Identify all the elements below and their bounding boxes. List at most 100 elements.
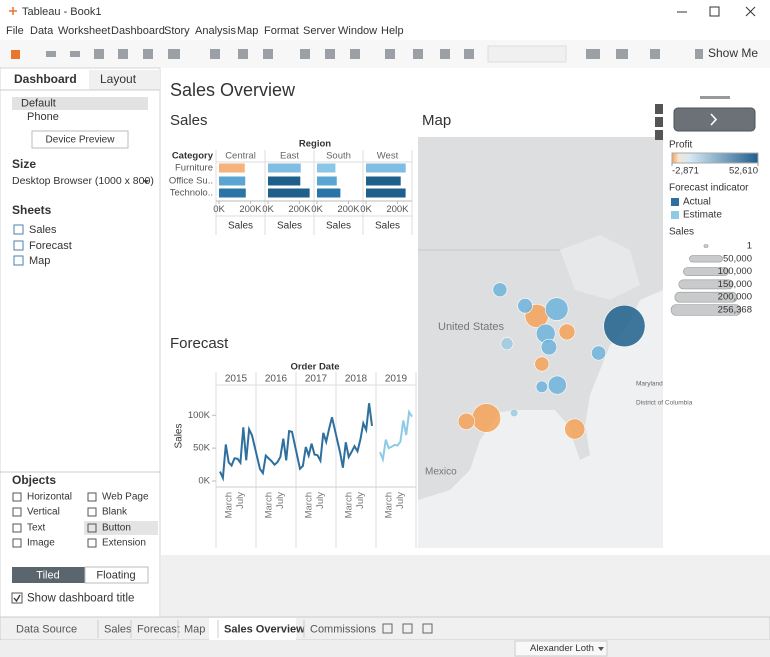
axis-title: Sales [174, 423, 185, 448]
sheet-tab[interactable]: Map [184, 623, 205, 635]
legend-label: 150,000 [718, 279, 752, 290]
menu-item[interactable]: Map [237, 25, 258, 37]
object-icon [87, 523, 97, 533]
menu-item[interactable]: Format [264, 25, 299, 37]
menu-item[interactable]: Story [164, 25, 190, 37]
tick-label: 200K [337, 204, 360, 215]
menu-item[interactable]: Data [30, 25, 54, 37]
map-point[interactable] [591, 345, 607, 361]
map-point[interactable] [603, 304, 646, 348]
device[interactable]: Phone [27, 111, 59, 123]
legend-label: 100,000 [718, 266, 752, 277]
dropdown-arrow [598, 647, 604, 651]
sheet-item[interactable]: Sales [29, 224, 57, 236]
menu-item[interactable]: Dashboard [111, 25, 165, 37]
map-point[interactable] [509, 408, 519, 418]
sheet-tab[interactable]: Commissions [310, 623, 377, 635]
month-label: July [275, 492, 286, 509]
device[interactable]: Default [21, 97, 56, 109]
toolbar-icons[interactable] [11, 49, 703, 59]
object-item[interactable]: Extension [102, 538, 146, 549]
bar [366, 188, 406, 198]
button-label[interactable]: Device Preview [46, 135, 116, 146]
menu-item[interactable]: File [6, 25, 24, 37]
year-header: 2016 [265, 374, 288, 385]
map-point[interactable] [547, 375, 567, 395]
new-tab-icon[interactable] [402, 623, 413, 634]
map-point[interactable] [544, 297, 569, 321]
map-point[interactable] [558, 323, 576, 341]
size-swatch [689, 255, 723, 263]
nav-button[interactable] [673, 107, 756, 132]
axis-title: Sales [277, 221, 302, 232]
sheet-icon [13, 240, 24, 251]
panel-tab[interactable]: Layout [100, 72, 137, 86]
sheet-item[interactable]: Forecast [29, 240, 72, 252]
menu-item[interactable]: Help [381, 25, 404, 37]
sheet-tab[interactable]: Forecast [137, 623, 180, 635]
object-item[interactable]: Button [102, 523, 131, 534]
object-item[interactable]: Image [27, 538, 55, 549]
checkbox[interactable] [11, 592, 23, 604]
sheet-tab[interactable]: Sales Overview [224, 623, 305, 635]
app-icon [9, 7, 17, 15]
map-point[interactable] [564, 418, 586, 440]
legend-label[interactable]: Actual [683, 197, 711, 208]
user-name[interactable]: Alexander Loth [530, 643, 594, 654]
sheet-item[interactable]: Map [29, 255, 50, 267]
map-controls[interactable] [655, 104, 663, 140]
object-item[interactable]: Vertical [27, 507, 60, 518]
map-point[interactable] [492, 282, 508, 298]
window-controls[interactable] [677, 6, 756, 17]
dropdown-arrow [143, 180, 149, 184]
menu-item[interactable]: Server [303, 25, 336, 37]
map-point[interactable] [535, 380, 549, 393]
section-title: Sheets [12, 203, 52, 217]
panel-tab[interactable]: Dashboard [14, 72, 77, 86]
show-me[interactable]: Show Me [708, 46, 758, 60]
menu-item[interactable]: Worksheet [58, 25, 110, 37]
map-point[interactable] [534, 356, 550, 372]
object-item[interactable]: Text [27, 523, 46, 534]
object-icon [12, 507, 22, 517]
floating-button[interactable] [84, 566, 149, 584]
status-bar [0, 640, 770, 657]
header: Region [299, 139, 331, 150]
tiled-button[interactable] [12, 567, 85, 583]
sheet-tab[interactable]: Data Source [16, 623, 77, 635]
map-point[interactable] [500, 337, 514, 351]
map-point[interactable] [540, 338, 558, 356]
window-title: Tableau - Book1 [22, 6, 102, 18]
sheet-icon [13, 224, 24, 235]
axis-title: Sales [326, 221, 351, 232]
user-box[interactable] [514, 640, 608, 657]
new-tab-icon[interactable] [382, 623, 393, 634]
object-item[interactable]: Horizontal [27, 492, 72, 503]
menu-item[interactable]: Analysis [195, 25, 236, 37]
sheet-title: Map [422, 112, 451, 129]
map-point[interactable] [471, 403, 502, 433]
map-points [457, 282, 646, 440]
size-value[interactable]: Desktop Browser (1000 x 800) [12, 175, 154, 187]
bar [268, 163, 301, 173]
sheet-tab[interactable]: Sales [104, 623, 132, 635]
tick-label: 0K [262, 204, 274, 215]
toolbar-dropdown[interactable] [487, 45, 567, 63]
mode[interactable]: Floating [96, 569, 135, 581]
checkmark [13, 594, 21, 603]
mode[interactable]: Tiled [36, 569, 59, 581]
year-header: 2017 [305, 374, 328, 385]
checkbox-label[interactable]: Show dashboard title [27, 593, 134, 605]
map-point[interactable] [517, 298, 533, 314]
map-point[interactable] [457, 412, 475, 430]
object-item[interactable]: Blank [102, 507, 128, 518]
month-label: July [355, 492, 366, 509]
legend-label: 200,000 [718, 292, 752, 303]
object-item[interactable]: Web Page [102, 492, 149, 503]
selected-object [84, 521, 158, 535]
legend-label[interactable]: Estimate [683, 210, 722, 221]
column-header: East [280, 151, 299, 162]
new-tab-icon[interactable] [422, 623, 433, 634]
menu-item[interactable]: Window [338, 25, 377, 37]
device-preview-button[interactable] [31, 130, 129, 149]
